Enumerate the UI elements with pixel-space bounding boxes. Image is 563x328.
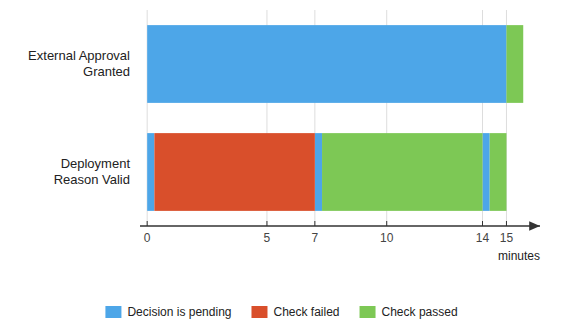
legend-label: Decision is pending: [127, 305, 231, 319]
x-tick-label: 14: [476, 231, 490, 245]
y-tick-label: DeploymentReason Valid: [54, 156, 131, 187]
legend: Decision is pending Check failed Check pas…: [105, 305, 457, 319]
legend-label: Check failed: [273, 305, 339, 319]
grid: [147, 10, 506, 226]
bar-segment: [154, 133, 314, 211]
legend-swatch: [251, 306, 267, 318]
bars: [147, 25, 523, 211]
x-tick: [386, 221, 387, 226]
legend-swatch: [105, 306, 121, 318]
x-tick-label: 0: [144, 231, 151, 245]
bar-segment: [506, 25, 523, 103]
x-tick: [314, 221, 315, 226]
x-axis: 0 5 7 10 14 15 minutes: [140, 221, 540, 263]
x-tick: [506, 221, 507, 226]
bar-segment: [490, 133, 507, 211]
legend-label: Check passed: [382, 305, 458, 319]
bar-segment: [147, 133, 154, 211]
x-tick: [266, 221, 267, 226]
x-axis-line: [140, 225, 540, 227]
y-axis: External ApprovalGranted DeploymentReason…: [28, 48, 130, 187]
x-tick-label: 7: [312, 231, 319, 245]
legend-item: Decision is pending: [105, 305, 231, 319]
x-tick: [147, 221, 148, 226]
x-tick-label: 5: [264, 231, 271, 245]
x-axis-label: minutes: [498, 249, 540, 263]
y-tick-label: External ApprovalGranted: [28, 48, 130, 79]
bar-segment: [483, 133, 490, 211]
legend-item: Check passed: [360, 305, 458, 319]
bar-segment: [147, 25, 506, 103]
legend-item: Check failed: [251, 305, 339, 319]
x-tick-label: 15: [500, 231, 514, 245]
legend-swatch: [360, 306, 376, 318]
bar-segment: [315, 133, 322, 211]
bar-segment: [322, 133, 482, 211]
x-tick: [482, 221, 483, 226]
x-tick-label: 10: [380, 231, 394, 245]
chart: 0 5 7 10 14 15 minutes External ApprovalGranted…: [0, 0, 563, 328]
